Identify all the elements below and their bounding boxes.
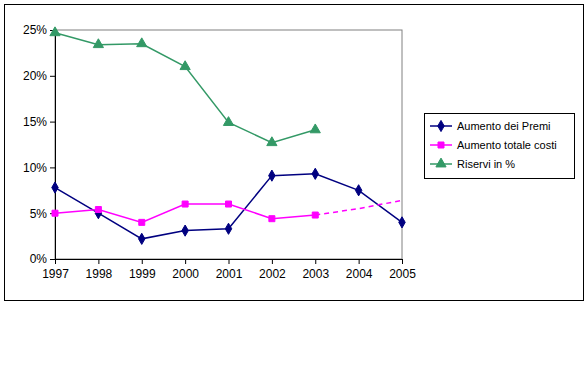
y-tick-label: 10% [23, 161, 47, 175]
series-point [93, 39, 103, 48]
y-tick-mark [50, 76, 55, 77]
x-tick: 1998 [86, 259, 113, 281]
x-tick-mark [359, 259, 360, 264]
y-tick: 5% [30, 207, 55, 221]
legend-marker [438, 142, 444, 148]
y-tick-label: 5% [30, 207, 48, 221]
legend-marker [438, 120, 444, 131]
x-tick: 2000 [172, 259, 199, 281]
x-tick-label: 2005 [389, 267, 416, 281]
legend-label: Aumento dei Premi [457, 120, 551, 132]
chart: 0% 5% 10% 15% 20% 25% 1997 1998 1999 2000 2001 2002… [0, 0, 588, 384]
series-point [137, 38, 147, 47]
y-tick-label: 25% [23, 23, 47, 37]
x-tick-label: 2001 [216, 267, 243, 281]
x-tick-mark [142, 259, 143, 264]
plot-frame [55, 30, 402, 259]
series-point [52, 210, 58, 216]
series-line [55, 33, 315, 143]
legend-label: Aumento totale costi [457, 139, 557, 151]
x-tick: 1997 [42, 259, 69, 281]
y-tick: 15% [23, 115, 55, 129]
x-tick-label: 2004 [346, 267, 373, 281]
plot-area [50, 27, 405, 245]
chart-border [5, 5, 584, 301]
x-axis: 1997 1998 1999 2000 2001 2002 2003 2004 2005 [42, 259, 416, 281]
x-tick-mark [315, 259, 316, 264]
x-tick-label: 2003 [302, 267, 329, 281]
series-point [182, 225, 188, 236]
series-point [50, 27, 60, 36]
legend-label: Riservi in % [457, 158, 515, 170]
series-point [225, 223, 231, 234]
x-tick-label: 2002 [259, 267, 286, 281]
series-point [223, 117, 233, 126]
x-axis-line [56, 260, 403, 265]
series-point [139, 219, 145, 225]
series-point [269, 216, 275, 222]
series-point [269, 170, 275, 181]
x-tick: 2005 [389, 259, 416, 281]
y-axis-line [50, 31, 56, 260]
series-point [139, 233, 145, 244]
series-point [399, 217, 405, 228]
x-tick-mark [402, 259, 403, 264]
y-axis: 0% 5% 10% 15% 20% 25% [23, 23, 56, 266]
series-line [315, 200, 402, 215]
series-point [267, 137, 277, 146]
x-tick-mark [229, 259, 230, 264]
x-tick-label: 2000 [172, 267, 199, 281]
x-tick-label: 1997 [42, 267, 69, 281]
y-tick-mark [50, 122, 55, 123]
x-tick: 2003 [302, 259, 329, 281]
legend-marker [436, 158, 446, 167]
y-tick: 20% [23, 69, 55, 83]
y-tick-mark [50, 167, 55, 168]
x-tick: 1999 [129, 259, 156, 281]
series-point [355, 185, 361, 196]
series-point [52, 182, 58, 193]
series-point [180, 61, 190, 70]
x-tick: 2004 [346, 259, 373, 281]
series-point [95, 207, 101, 213]
y-tick: 0% [30, 252, 55, 266]
y-tick-label: 0% [30, 252, 48, 266]
x-tick-label: 1998 [86, 267, 113, 281]
x-tick: 2002 [259, 259, 286, 281]
series-point [310, 124, 320, 133]
y-tick-label: 20% [23, 69, 47, 83]
x-tick: 2001 [216, 259, 243, 281]
y-tick-mark [50, 259, 55, 260]
legend-box [425, 114, 575, 179]
x-tick-label: 1999 [129, 267, 156, 281]
x-tick-mark [185, 259, 186, 264]
x-tick-mark [272, 259, 273, 264]
y-tick-label: 15% [23, 115, 47, 129]
series-point [182, 201, 188, 207]
series-point [312, 168, 318, 179]
x-tick-mark [98, 259, 99, 264]
series-point [226, 201, 232, 207]
x-tick-mark [55, 259, 56, 264]
y-tick: 10% [23, 161, 55, 175]
legend: Aumento dei Premi Aumento totale costi Ris… [425, 114, 575, 179]
series-line [55, 174, 402, 239]
